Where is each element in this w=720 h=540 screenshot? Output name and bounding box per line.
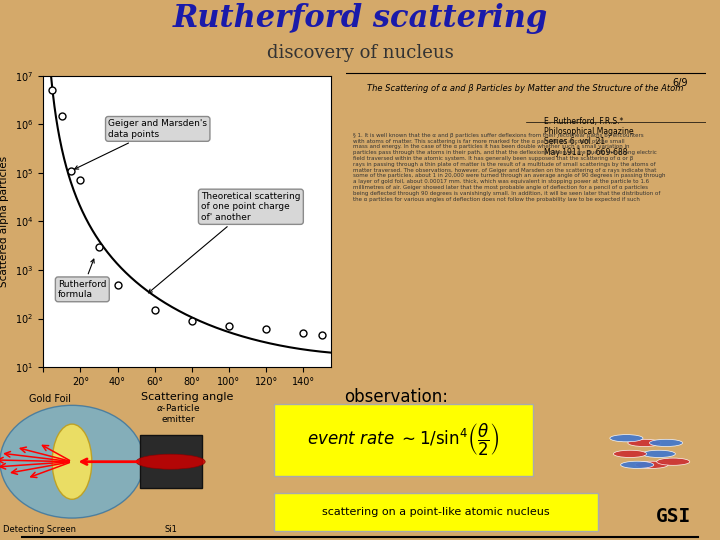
Text: 6/9: 6/9 [672, 78, 688, 88]
Circle shape [613, 450, 647, 457]
Text: $\alpha$-Particle
emitter: $\alpha$-Particle emitter [156, 402, 201, 423]
Text: GSI: GSI [656, 507, 690, 526]
Text: § 1. It is well known that the α and β particles suffer deflexions from their re: § 1. It is well known that the α and β p… [353, 133, 665, 201]
Text: Gold Foil: Gold Foil [30, 394, 71, 404]
FancyBboxPatch shape [274, 493, 598, 531]
Circle shape [642, 450, 675, 457]
FancyBboxPatch shape [274, 404, 533, 476]
Y-axis label: Scattered alpha particles: Scattered alpha particles [0, 156, 9, 287]
Text: event rate $\sim 1/\sin^4\!\left(\dfrac{\theta}{2}\right)$: event rate $\sim 1/\sin^4\!\left(\dfrac{… [307, 422, 500, 458]
Text: Detecting Screen: Detecting Screen [3, 525, 76, 534]
Text: Theoretical scattering
of one point charge
of' another: Theoretical scattering of one point char… [148, 192, 301, 293]
Circle shape [610, 435, 643, 442]
Text: discovery of nucleus: discovery of nucleus [266, 44, 454, 62]
Ellipse shape [0, 406, 144, 518]
Circle shape [621, 461, 654, 468]
Circle shape [649, 440, 683, 447]
Circle shape [136, 454, 205, 469]
Text: Si1: Si1 [164, 525, 177, 534]
Text: E. Rutherford, F.R.S.*
Philosophical Magazine
Series 6, vol. 21
May 1911, p. 669: E. Rutherford, F.R.S.* Philosophical Mag… [544, 117, 633, 157]
Text: The Scattering of α and β Particles by Matter and the Structure of the Atom: The Scattering of α and β Particles by M… [367, 84, 684, 93]
Ellipse shape [53, 424, 92, 500]
Text: Rutherford scattering: Rutherford scattering [172, 3, 548, 33]
Text: Geiger and Marsden's
data points: Geiger and Marsden's data points [75, 119, 207, 169]
Circle shape [628, 440, 661, 447]
FancyBboxPatch shape [140, 435, 202, 488]
Text: observation:: observation: [344, 388, 448, 406]
Circle shape [657, 458, 690, 465]
Circle shape [635, 461, 668, 468]
Text: scattering on a point-like atomic nucleus: scattering on a point-like atomic nucleu… [322, 507, 549, 517]
X-axis label: Scattering angle: Scattering angle [141, 393, 233, 402]
Text: Rutherford
formula: Rutherford formula [58, 259, 107, 299]
